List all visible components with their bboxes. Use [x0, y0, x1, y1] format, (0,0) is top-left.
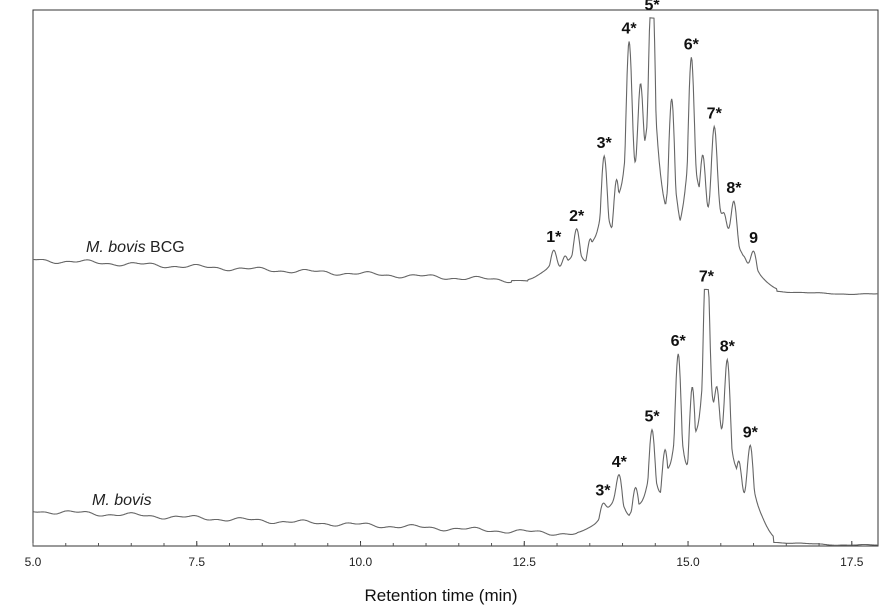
- peak-label-1-3: 6*: [671, 333, 687, 350]
- peak-label-1-0: 3*: [595, 482, 611, 499]
- trace-line-0: [32, 17, 878, 295]
- trace-name-bovis: M. bovis: [92, 492, 152, 509]
- peak-label-1-1: 4*: [612, 454, 628, 471]
- peak-label-0-4: 5*: [644, 0, 660, 14]
- peak-label-0-6: 7*: [707, 106, 723, 123]
- peak-label-1-6: 9*: [743, 424, 759, 441]
- peak-label-1-5: 8*: [720, 339, 736, 356]
- peak-label-0-8: 9: [749, 230, 758, 247]
- peak-label-0-1: 2*: [569, 208, 585, 225]
- peak-label-0-5: 6*: [684, 36, 700, 53]
- x-axis-title: Retention time (min): [364, 586, 517, 605]
- peak-label-0-0: 1*: [546, 229, 562, 246]
- x-tick-label-3: 12.5: [513, 555, 537, 569]
- x-tick-label-5: 17.5: [840, 555, 864, 569]
- x-tick-label-2: 10.0: [349, 555, 373, 569]
- peak-label-0-7: 8*: [726, 180, 742, 197]
- peak-label-0-3: 4*: [622, 20, 638, 37]
- trace-name-bcg: M. bovis BCG: [86, 239, 185, 256]
- x-tick-label-4: 15.0: [676, 555, 700, 569]
- peak-label-0-2: 3*: [597, 135, 613, 152]
- x-tick-label-1: 7.5: [188, 555, 205, 569]
- plot-frame: [32, 9, 879, 547]
- peak-label-1-2: 5*: [644, 409, 660, 426]
- x-tick-label-0: 5.0: [25, 555, 42, 569]
- peak-label-1-4: 7*: [699, 268, 715, 285]
- trace-line-1: [32, 288, 878, 546]
